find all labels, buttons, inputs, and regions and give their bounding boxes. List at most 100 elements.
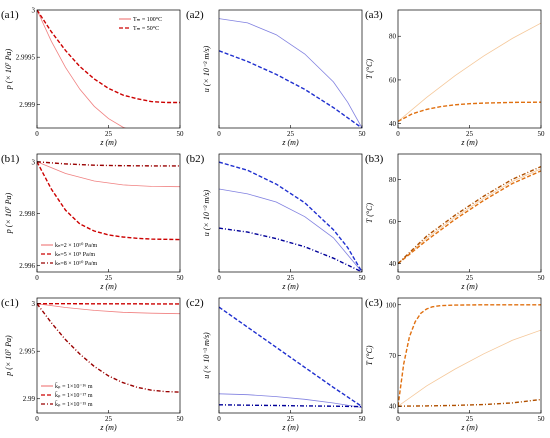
x-tick-label: 0 xyxy=(217,274,221,282)
y-tick-label: 2.996 xyxy=(19,262,35,270)
series-line-1 xyxy=(398,168,541,264)
panel-b1: 0 25 50 2.996 2.998 3 z (m) p (× 10⁷ Pa) (b1) kₙ=… xyxy=(1,153,184,291)
y-axis-label: u (× 10⁻³ m/s) xyxy=(202,189,211,236)
x-tick-label: 25 xyxy=(466,274,474,282)
series-line-2 xyxy=(398,101,541,123)
panel-label: (b3) xyxy=(365,153,384,165)
series-line-3 xyxy=(219,404,362,408)
axes-frame xyxy=(218,9,363,129)
y-tick-label: 80 xyxy=(389,176,397,184)
panel-c1: 0 25 50 2.99 2.995 3 z (m) p (× 10⁷ Pa) (c1) k̄ₚ … xyxy=(1,297,184,432)
y-tick-label: 60 xyxy=(389,218,397,226)
x-tick-label: 25 xyxy=(105,130,113,138)
series-line-3 xyxy=(37,303,180,393)
panel-c3: 0 25 50 40 70 100 z (m) T (°C) (c3) xyxy=(365,297,545,432)
axes-frame xyxy=(397,297,542,414)
panel-a3: 0 25 50 40 60 80 z (m) T (°C) (a3) xyxy=(365,9,545,147)
legend: k̄ₚ = 1×10⁻¹⁶ m k̄ₚ = 1×10⁻¹⁷ m k̄ₚ = 1×10… xyxy=(41,383,93,408)
legend: kₙ=2 × 10¹⁰ Pa/m kₙ=5 × 10⁹ Pa/m kₙ=8 × 10… xyxy=(41,242,98,267)
y-axis-label: p (× 10⁷ Pa) xyxy=(4,192,13,234)
x-axis-label: z (m) xyxy=(281,138,299,147)
series-line-1 xyxy=(37,303,180,315)
series-line-3 xyxy=(37,161,180,167)
panel-label: (c3) xyxy=(365,297,383,309)
y-tick-label: 3 xyxy=(32,300,36,308)
y-tick-label: 2.999 xyxy=(19,101,35,109)
series-line-1 xyxy=(398,22,541,122)
x-tick-label: 0 xyxy=(35,415,39,423)
panel-label: (c1) xyxy=(1,297,19,309)
y-axis-label: T (°C) xyxy=(365,345,374,366)
panel-label: (b2) xyxy=(186,153,205,165)
x-axis-label: z (m) xyxy=(281,282,299,291)
series-line-1 xyxy=(398,329,541,407)
panel-label: (a3) xyxy=(365,9,383,21)
y-tick-label: 40 xyxy=(389,403,397,411)
x-axis-label: z (m) xyxy=(460,423,478,432)
x-tick-label: 0 xyxy=(396,130,400,138)
x-axis-label: z (m) xyxy=(281,423,299,432)
panel-label: (a2) xyxy=(186,9,204,21)
panel-label: (b1) xyxy=(1,153,20,165)
legend-entry: k̄ₚ = 1×10⁻¹⁶ m xyxy=(55,383,93,390)
series-line-3 xyxy=(219,227,362,272)
y-tick-label: 40 xyxy=(389,260,397,268)
y-tick-label: 2.99 xyxy=(23,395,36,403)
series-line-1 xyxy=(219,188,362,272)
y-tick-label: 2.9995 xyxy=(16,54,36,62)
x-tick-label: 50 xyxy=(177,274,185,282)
x-tick-label: 25 xyxy=(466,415,474,423)
y-tick-label: 40 xyxy=(389,120,397,128)
series-line-2 xyxy=(37,10,180,104)
y-axis-label: T (°C) xyxy=(365,203,374,224)
series-line-2 xyxy=(37,161,180,241)
panel-c2: 0 25 50 z (m) u (× 10⁻³ m/s) (c2) xyxy=(186,297,366,432)
y-axis-label: u (× 10⁻³ m/s) xyxy=(202,332,211,379)
series-line-3 xyxy=(398,165,541,265)
y-tick-label: 100 xyxy=(386,301,397,309)
series-line-1 xyxy=(37,10,127,128)
series-line-3 xyxy=(398,398,541,407)
legend-entry: kₙ=8 × 10¹⁰ Pa/m xyxy=(55,260,98,267)
panel-a2: 0 25 50 z (m) u (× 10⁻³ m/s) (a2) xyxy=(186,9,366,147)
x-tick-label: 25 xyxy=(287,274,295,282)
x-axis-label: z (m) xyxy=(460,138,478,147)
axes-frame xyxy=(218,297,363,414)
panel-label: (c2) xyxy=(186,297,204,309)
y-axis-label: p (× 10⁷ Pa) xyxy=(4,335,13,377)
legend-entry: k̄ₚ = 1×10⁻¹⁷ m xyxy=(55,392,93,399)
series-line-2 xyxy=(219,50,362,128)
x-tick-label: 0 xyxy=(217,130,221,138)
y-axis-label: u (× 10⁻³ m/s) xyxy=(202,45,211,92)
series-line-2 xyxy=(219,306,362,408)
x-tick-label: 50 xyxy=(359,130,367,138)
y-tick-label: 2.998 xyxy=(19,210,35,218)
x-tick-label: 0 xyxy=(396,274,400,282)
series-line-1 xyxy=(219,393,362,408)
legend-entry: kₙ=2 × 10¹⁰ Pa/m xyxy=(55,242,98,249)
x-tick-label: 50 xyxy=(359,274,367,282)
x-axis-label: z (m) xyxy=(99,423,117,432)
x-tick-label: 50 xyxy=(538,415,546,423)
x-tick-label: 0 xyxy=(217,415,221,423)
x-tick-label: 0 xyxy=(35,274,39,282)
legend: Tₘ = 100°C Tₘ = 50°C xyxy=(119,16,162,32)
legend-entry: kₙ=5 × 10⁹ Pa/m xyxy=(55,252,95,258)
x-axis-label: z (m) xyxy=(99,282,117,291)
panel-label: (a1) xyxy=(1,9,19,21)
legend-entry: Tₘ = 50°C xyxy=(133,25,159,32)
x-tick-label: 50 xyxy=(359,415,367,423)
series-line-2 xyxy=(219,161,362,272)
series-line-1 xyxy=(37,161,180,188)
axes-frame xyxy=(397,9,542,129)
y-tick-label: 3 xyxy=(32,158,36,166)
panel-b3: 0 25 50 40 60 80 z (m) T (°C) (b3) xyxy=(365,153,545,291)
x-tick-label: 50 xyxy=(177,130,185,138)
y-tick-label: 3 xyxy=(32,7,36,15)
series-line-2 xyxy=(398,304,541,407)
y-axis-label: T (°C) xyxy=(365,59,374,80)
x-tick-label: 25 xyxy=(105,415,113,423)
series-line-1 xyxy=(219,18,362,128)
series-line-2 xyxy=(398,170,541,265)
